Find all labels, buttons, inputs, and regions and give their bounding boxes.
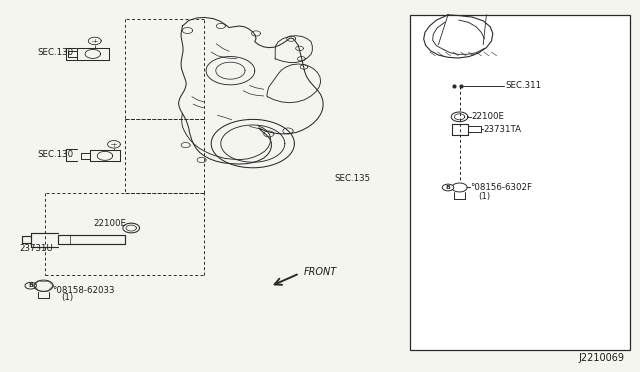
Text: 22100E: 22100E (471, 112, 504, 121)
Text: 22100E: 22100E (93, 219, 127, 228)
Text: SEC.311: SEC.311 (506, 81, 541, 90)
Text: B: B (28, 283, 33, 288)
Text: 23731U: 23731U (20, 244, 54, 253)
Text: °08156-6302F: °08156-6302F (470, 183, 532, 192)
Text: J2210069: J2210069 (578, 353, 624, 363)
Text: (1): (1) (61, 293, 73, 302)
Text: FRONT: FRONT (304, 267, 337, 277)
Text: SEC.130: SEC.130 (37, 150, 73, 159)
Circle shape (442, 184, 454, 191)
Text: B: B (445, 185, 451, 190)
Bar (410, 15, 630, 350)
Text: °08158-62033: °08158-62033 (52, 286, 115, 295)
Text: (1): (1) (479, 192, 491, 201)
Text: 23731TA: 23731TA (484, 125, 522, 134)
Text: SEC.135: SEC.135 (334, 174, 370, 183)
Text: SEC.130: SEC.130 (37, 48, 73, 57)
